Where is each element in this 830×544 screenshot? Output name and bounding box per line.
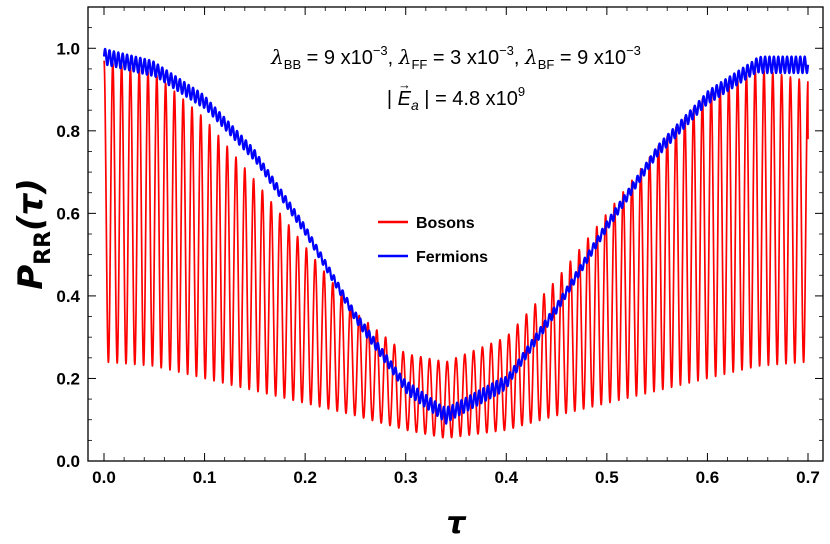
series-layer [102, 47, 810, 439]
series-line-bosons [103, 60, 809, 439]
legend: Bosons Fermions [378, 215, 488, 266]
x-tick-label: 0.1 [193, 468, 217, 487]
y-axis-title: PRR(τ) [11, 178, 56, 290]
legend-label-bosons: Bosons [416, 215, 475, 232]
y-tick-label: 0.0 [56, 452, 80, 471]
y-tick-label: 1.0 [56, 39, 80, 58]
annotation-coupling-constants: λBB = 9 x10−3, λFF = 3 x10−3, λBF = 9 x1… [270, 43, 641, 72]
x-tick-label: 0.2 [293, 468, 317, 487]
y-tick-label: 0.6 [56, 204, 80, 223]
y-tick-label: 0.8 [56, 122, 80, 141]
x-tick-label: 0.5 [595, 468, 619, 487]
x-tick-label: 0.6 [696, 468, 720, 487]
x-tick-label: 0.3 [394, 468, 418, 487]
annotation-field-magnitude: | E→a | = 4.8 x109 [387, 77, 525, 113]
x-axis-title: τ [446, 506, 467, 541]
legend-label-fermions: Fermions [416, 249, 488, 266]
x-tick-label: 0.7 [796, 468, 820, 487]
series-line-fermions [102, 47, 810, 425]
x-tick-label: 0.0 [92, 468, 116, 487]
y-tick-label: 0.4 [56, 287, 80, 306]
y-tick-label: 0.2 [56, 369, 80, 388]
x-tick-label: 0.4 [494, 468, 518, 487]
y-axis-ticks: 0.0 0.2 0.4 0.6 0.8 1.0 [56, 6, 823, 471]
x-axis-ticks: 0.0 0.1 0.2 0.3 0.4 0.5 0.6 0.7 [92, 7, 820, 487]
annotation: λBB = 9 x10−3, λFF = 3 x10−3, λBF = 9 x1… [270, 43, 641, 113]
